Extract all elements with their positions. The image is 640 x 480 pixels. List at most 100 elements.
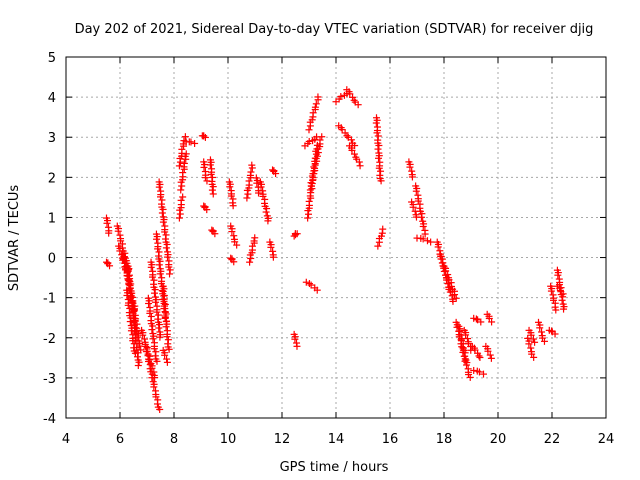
x-tick-label: 4 [62,432,70,447]
data-point [155,183,163,191]
data-point [348,146,356,154]
data-point [179,193,187,201]
data-point [558,296,566,304]
data-point [439,259,447,267]
data-point [134,330,142,338]
data-point [309,170,317,178]
data-point [419,222,427,230]
data-point [311,103,319,111]
data-point [150,383,158,391]
data-point [246,258,254,266]
y-tick-label: 2 [48,171,56,186]
y-tick-label: -1 [43,292,56,307]
data-point [257,183,265,191]
data-point [531,338,539,346]
data-point [230,232,238,240]
data-point [150,345,158,353]
data-point [527,344,535,352]
data-point [103,219,111,227]
data-point [350,150,358,158]
data-point [164,336,172,344]
y-tick-label: 5 [48,51,56,66]
data-point [421,230,429,238]
data-point [180,159,188,167]
data-point [458,337,466,345]
data-point [437,255,445,263]
data-point [449,297,457,305]
data-point [139,331,147,339]
data-point [343,132,351,140]
data-point [227,192,235,200]
data-point [200,202,208,210]
data-point [153,235,161,243]
x-tick-label: 14 [328,432,345,447]
data-point [134,333,142,341]
data-point [206,161,214,169]
data-point [147,263,155,271]
data-point [150,289,158,297]
x-tick-label: 10 [220,432,237,447]
x-axis-label: GPS time / hours [280,460,389,475]
data-point [146,309,154,317]
data-point [153,308,161,316]
data-point [427,238,435,246]
data-point [347,136,355,144]
data-point [145,300,153,308]
data-point [484,347,492,355]
data-point [540,337,548,345]
data-point [162,310,170,318]
data-point [311,161,319,169]
data-point [152,298,160,306]
data-point [463,361,471,369]
data-point [135,358,143,366]
data-point [314,93,322,101]
data-point [476,353,484,361]
y-tick-label: 3 [48,131,56,146]
data-point [408,173,416,181]
data-point [201,133,209,141]
x-tick-label: 22 [544,432,561,447]
data-point [472,315,480,323]
data-point [127,293,135,301]
data-point [417,213,425,221]
data-point [253,179,261,187]
data-point [552,306,560,314]
data-point [374,242,382,250]
data-point [547,287,555,295]
data-point [414,197,422,205]
data-point [291,335,299,343]
data-point [379,225,387,233]
data-point [156,257,164,265]
data-point [148,273,156,281]
data-point [444,279,452,287]
data-point [354,101,362,109]
y-axis-label: SDTVAR / TECUs [7,185,22,292]
data-point [163,358,171,366]
data-point [318,133,326,141]
x-tick-label: 24 [598,432,615,447]
data-point [209,190,217,198]
x-tick-label: 18 [436,432,453,447]
data-point [374,145,382,153]
data-point [201,174,209,182]
data-point [409,203,417,211]
data-point [375,154,383,162]
data-point [466,373,474,381]
data-point [372,119,380,127]
data-point [293,342,301,350]
data-point [267,243,275,251]
data-point [166,270,174,278]
data-point [156,405,164,413]
data-point [146,365,154,373]
data-point [130,307,138,315]
y-tick-label: -4 [43,412,56,427]
data-point [156,193,164,201]
data-point [134,362,142,370]
data-point [305,210,313,218]
data-point [434,243,442,251]
data-point [148,326,156,334]
data-point [209,183,217,191]
data-point [208,226,216,234]
